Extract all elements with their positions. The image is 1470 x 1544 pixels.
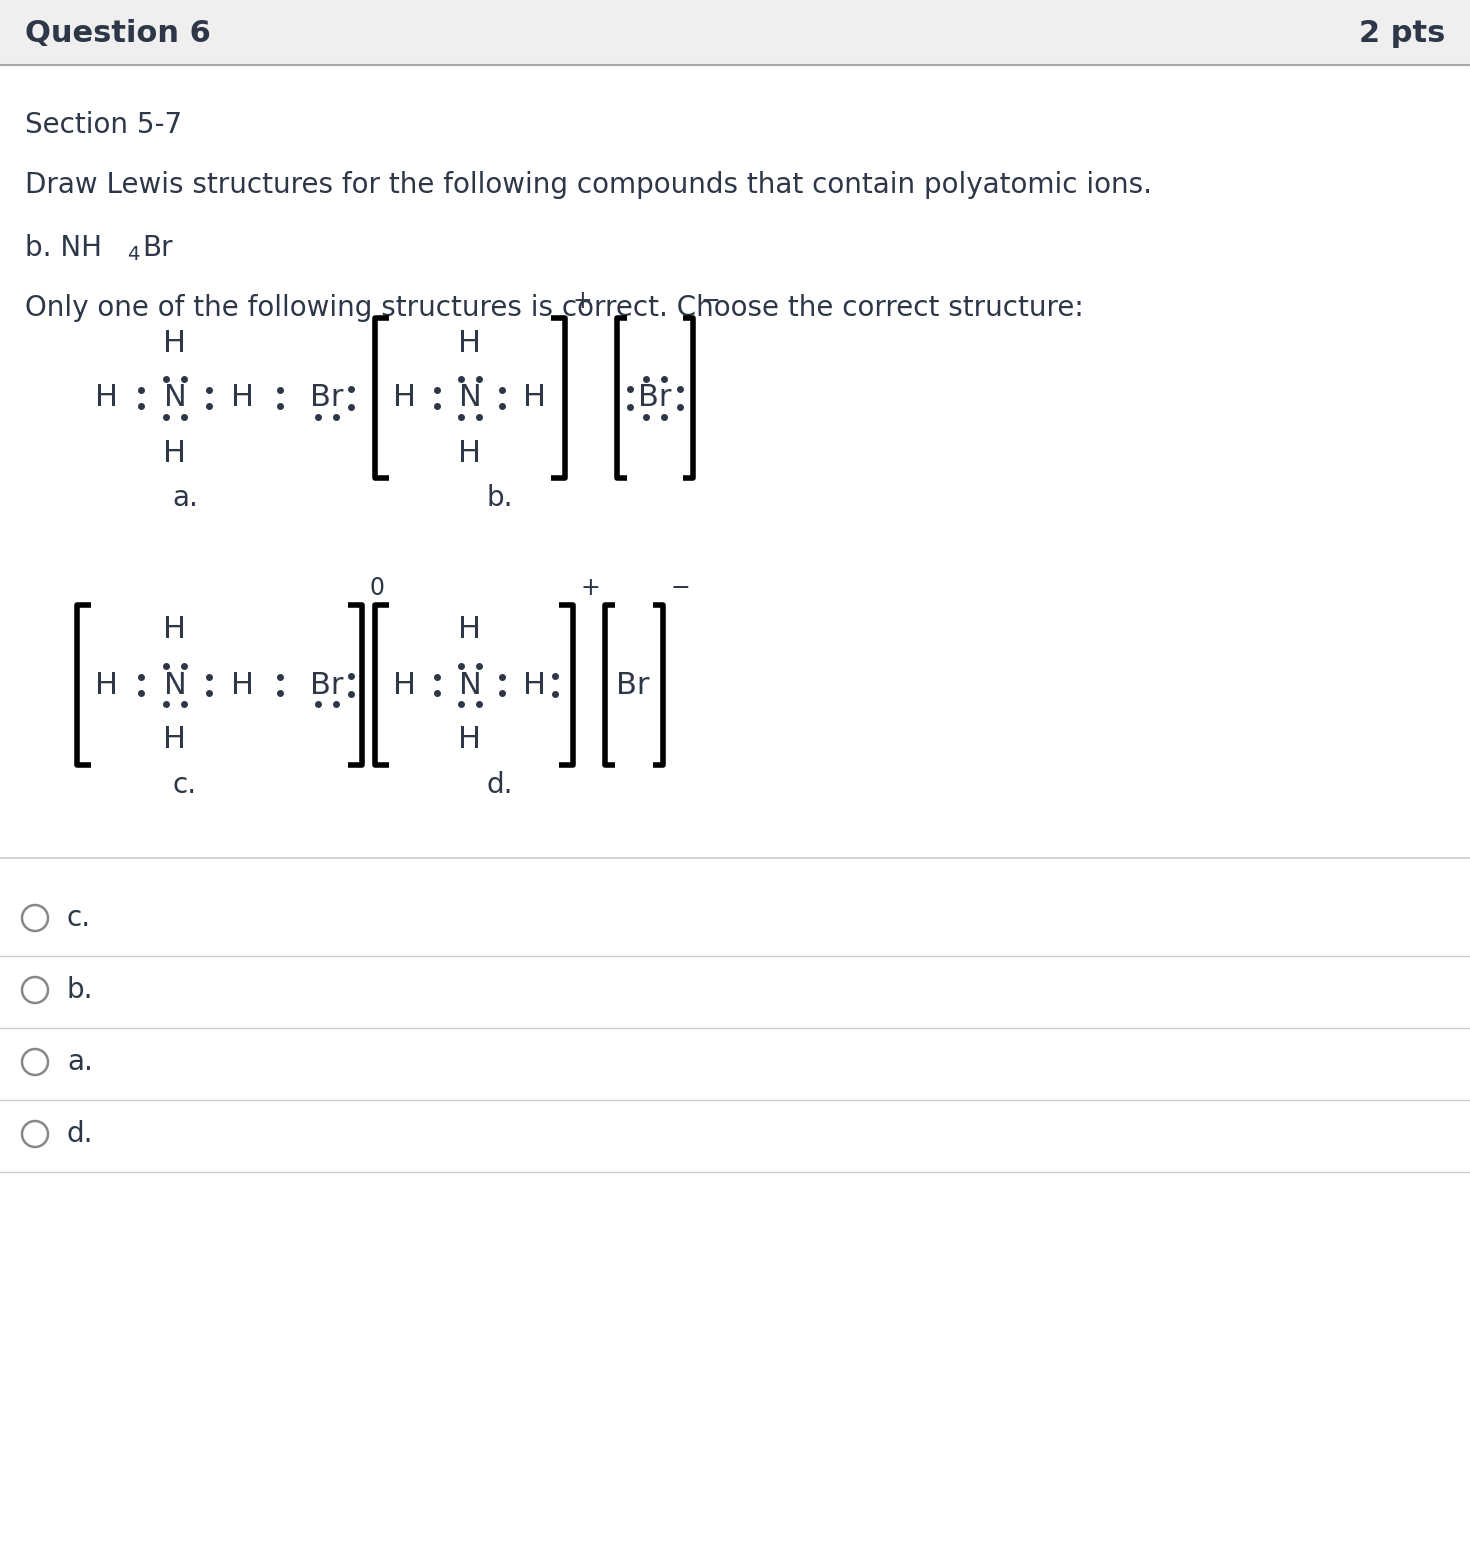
Text: c.: c. — [173, 770, 197, 798]
Text: N: N — [459, 670, 481, 699]
Text: a.: a. — [68, 1048, 93, 1076]
Text: Only one of the following structures is correct. Choose the correct structure:: Only one of the following structures is … — [25, 293, 1083, 323]
Text: a.: a. — [172, 483, 198, 513]
Text: H: H — [459, 726, 482, 755]
Text: Question 6: Question 6 — [25, 19, 210, 48]
Circle shape — [22, 1121, 49, 1147]
Text: H: H — [163, 329, 187, 358]
Text: 4: 4 — [126, 245, 140, 264]
Text: Br: Br — [616, 670, 650, 699]
Text: +: + — [573, 289, 592, 313]
Text: N: N — [163, 383, 187, 412]
Text: 2 pts: 2 pts — [1358, 19, 1445, 48]
Text: H: H — [394, 670, 416, 699]
Text: H: H — [96, 383, 119, 412]
Text: H: H — [231, 383, 254, 412]
Text: d.: d. — [487, 770, 513, 798]
Text: Br: Br — [143, 235, 172, 262]
Text: H: H — [96, 670, 119, 699]
Text: −: − — [670, 576, 691, 601]
Text: +: + — [581, 576, 601, 601]
Text: H: H — [163, 726, 187, 755]
Text: H: H — [394, 383, 416, 412]
Text: −: − — [701, 289, 720, 313]
Text: H: H — [523, 383, 547, 412]
Text: N: N — [163, 670, 187, 699]
Text: H: H — [459, 329, 482, 358]
Bar — [0, 0, 1470, 65]
Text: Draw Lewis structures for the following compounds that contain polyatomic ions.: Draw Lewis structures for the following … — [25, 171, 1152, 199]
Text: 0: 0 — [370, 576, 385, 601]
Text: H: H — [459, 438, 482, 468]
Circle shape — [22, 905, 49, 931]
Text: Br: Br — [638, 383, 672, 412]
Text: H: H — [163, 616, 187, 644]
Text: H: H — [459, 616, 482, 644]
Text: Br: Br — [310, 383, 344, 412]
Text: c.: c. — [68, 903, 91, 933]
Circle shape — [22, 1048, 49, 1075]
Circle shape — [22, 977, 49, 1004]
Text: H: H — [163, 438, 187, 468]
Text: b. NH: b. NH — [25, 235, 101, 262]
Text: b.: b. — [487, 483, 513, 513]
Text: b.: b. — [68, 976, 94, 1004]
Text: N: N — [459, 383, 481, 412]
Text: d.: d. — [68, 1119, 94, 1149]
Text: H: H — [231, 670, 254, 699]
Text: Br: Br — [310, 670, 344, 699]
Text: Section 5-7: Section 5-7 — [25, 111, 182, 139]
Text: H: H — [523, 670, 547, 699]
